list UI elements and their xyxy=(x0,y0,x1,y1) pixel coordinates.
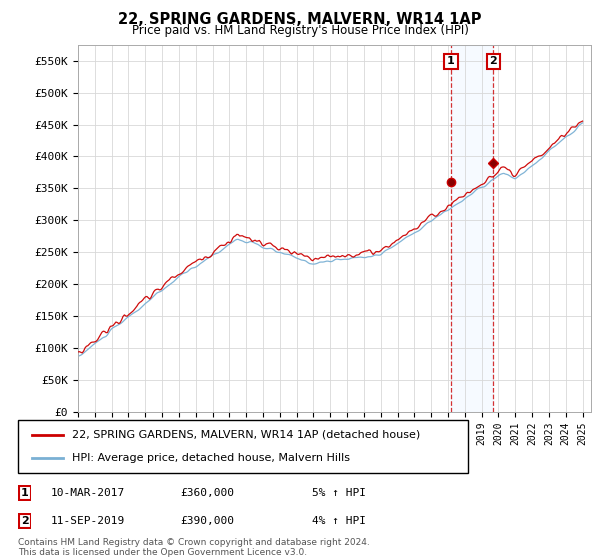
Text: 1: 1 xyxy=(21,488,28,498)
Text: 4% ↑ HPI: 4% ↑ HPI xyxy=(312,516,366,526)
Text: 11-SEP-2019: 11-SEP-2019 xyxy=(51,516,125,526)
Text: Price paid vs. HM Land Registry's House Price Index (HPI): Price paid vs. HM Land Registry's House … xyxy=(131,24,469,37)
FancyBboxPatch shape xyxy=(19,514,31,528)
FancyBboxPatch shape xyxy=(19,486,31,500)
Text: £390,000: £390,000 xyxy=(180,516,234,526)
Text: Contains HM Land Registry data © Crown copyright and database right 2024.
This d: Contains HM Land Registry data © Crown c… xyxy=(18,538,370,557)
FancyBboxPatch shape xyxy=(18,420,468,473)
Text: 22, SPRING GARDENS, MALVERN, WR14 1AP: 22, SPRING GARDENS, MALVERN, WR14 1AP xyxy=(118,12,482,27)
Text: HPI: Average price, detached house, Malvern Hills: HPI: Average price, detached house, Malv… xyxy=(72,453,350,463)
Bar xyxy=(451,45,493,412)
Text: 5% ↑ HPI: 5% ↑ HPI xyxy=(312,488,366,498)
Text: 10-MAR-2017: 10-MAR-2017 xyxy=(51,488,125,498)
Text: £360,000: £360,000 xyxy=(180,488,234,498)
Text: 2: 2 xyxy=(490,57,497,66)
Text: 2: 2 xyxy=(21,516,28,526)
Text: 1: 1 xyxy=(447,57,455,66)
Text: 22, SPRING GARDENS, MALVERN, WR14 1AP (detached house): 22, SPRING GARDENS, MALVERN, WR14 1AP (d… xyxy=(72,430,420,440)
